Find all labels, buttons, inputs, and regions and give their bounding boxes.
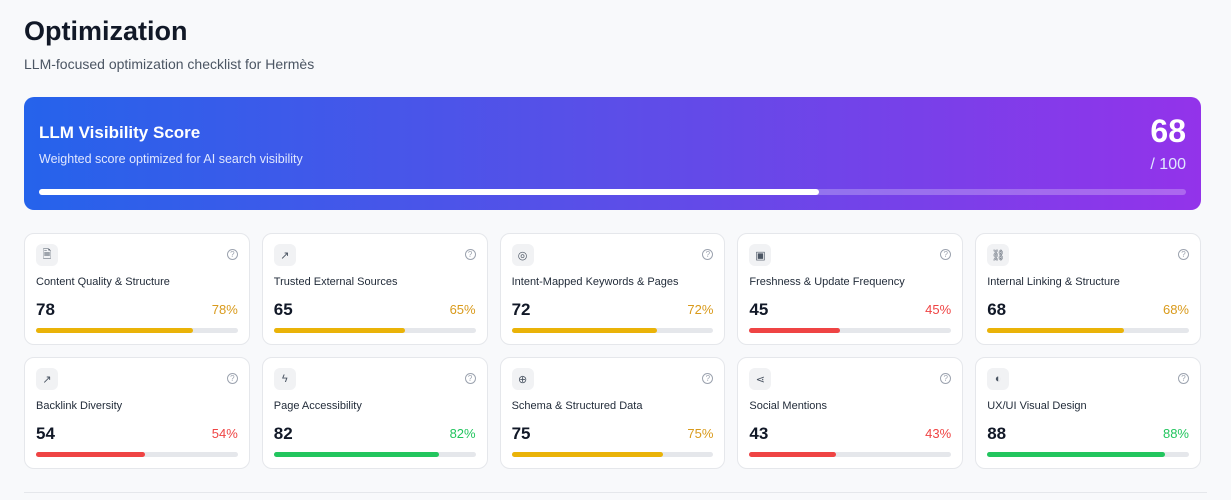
help-icon[interactable]: ? bbox=[464, 249, 476, 260]
metric-card[interactable]: ↗ ? Trusted External Sources 65 65% bbox=[261, 233, 488, 345]
metric-progress-fill bbox=[987, 452, 1165, 457]
metric-cards-grid: 🗎 ? Content Quality & Structure 78 78% ↗… bbox=[24, 233, 1201, 469]
metric-card[interactable]: ◎ ? Intent-Mapped Keywords & Pages 72 72… bbox=[499, 233, 726, 345]
metric-progress-bar bbox=[749, 452, 952, 457]
globe-icon: ⊕ bbox=[511, 368, 534, 390]
metric-progress-bar bbox=[36, 452, 238, 457]
metric-card[interactable]: ▣ ? Freshness & Update Frequency 45 45% bbox=[737, 233, 964, 345]
metric-progress-bar bbox=[987, 328, 1189, 333]
llm-visibility-score-banner: LLM Visibility Score Weighted score opti… bbox=[24, 97, 1201, 210]
metric-score: 82 bbox=[273, 424, 293, 443]
trending-up-icon: ↗ bbox=[36, 368, 58, 390]
metric-progress-fill bbox=[273, 328, 405, 333]
metric-card[interactable]: ⋖ ? Social Mentions 43 43% bbox=[737, 357, 964, 469]
metric-score: 75 bbox=[511, 424, 531, 443]
metric-score: 72 bbox=[511, 300, 531, 319]
metric-label: Content Quality & Structure bbox=[36, 276, 170, 288]
metric-progress-fill bbox=[749, 328, 841, 333]
help-icon[interactable]: ? bbox=[940, 249, 952, 260]
metric-progress-fill bbox=[511, 328, 657, 333]
help-icon[interactable]: ? bbox=[940, 373, 952, 384]
score-max: / 100 bbox=[1150, 156, 1186, 173]
metric-progress-fill bbox=[36, 452, 145, 457]
metric-percent: 88% bbox=[1162, 426, 1189, 441]
metric-label: Freshness & Update Frequency bbox=[749, 276, 905, 288]
link-icon: ⛓ bbox=[987, 244, 1010, 266]
metric-progress-fill bbox=[987, 328, 1125, 333]
metric-label: Social Mentions bbox=[749, 400, 828, 412]
metric-card[interactable]: ↗ ? Backlink Diversity 54 54% bbox=[24, 357, 250, 469]
metric-progress-bar bbox=[987, 452, 1189, 457]
metric-score: 88 bbox=[987, 424, 1007, 443]
help-icon[interactable]: ? bbox=[702, 249, 714, 260]
metric-label: Internal Linking & Structure bbox=[987, 276, 1120, 288]
metric-percent: 78% bbox=[211, 302, 238, 317]
metric-label: Backlink Diversity bbox=[36, 400, 123, 412]
banner-subtitle: Weighted score optimized for AI search v… bbox=[39, 152, 303, 166]
metric-card[interactable]: ϟ ? Page Accessibility 82 82% bbox=[261, 357, 488, 469]
help-icon[interactable]: ? bbox=[1178, 249, 1189, 260]
metric-progress-fill bbox=[36, 328, 194, 333]
metric-label: Page Accessibility bbox=[273, 400, 362, 412]
metric-percent: 54% bbox=[211, 426, 238, 441]
metric-score: 78 bbox=[36, 300, 55, 319]
metric-label: UX/UI Visual Design bbox=[987, 400, 1087, 412]
metric-percent: 75% bbox=[687, 426, 714, 441]
metric-score: 68 bbox=[987, 300, 1007, 319]
metric-progress-bar bbox=[511, 452, 714, 457]
zap-icon: ϟ bbox=[273, 368, 296, 390]
metric-score: 54 bbox=[36, 424, 55, 443]
divider bbox=[24, 492, 1207, 493]
help-icon[interactable]: ? bbox=[226, 373, 238, 384]
metric-score: 45 bbox=[749, 300, 769, 319]
palette-icon: ◐ bbox=[987, 368, 1010, 390]
help-icon[interactable]: ? bbox=[702, 373, 714, 384]
page-title: Optimization bbox=[24, 16, 188, 46]
metric-card[interactable]: ⊕ ? Schema & Structured Data 75 75% bbox=[499, 357, 726, 469]
metric-progress-bar bbox=[273, 452, 476, 457]
metric-card[interactable]: 🗎 ? Content Quality & Structure 78 78% bbox=[24, 233, 250, 345]
metric-label: Intent-Mapped Keywords & Pages bbox=[511, 276, 679, 288]
score-progress-fill bbox=[39, 189, 819, 195]
metric-score: 65 bbox=[273, 300, 293, 319]
metric-percent: 82% bbox=[449, 426, 476, 441]
metric-percent: 72% bbox=[687, 302, 714, 317]
metric-card[interactable]: ⛓ ? Internal Linking & Structure 68 68% bbox=[975, 233, 1201, 345]
metric-progress-bar bbox=[273, 328, 476, 333]
metric-score: 43 bbox=[749, 424, 769, 443]
external-link-icon: ↗ bbox=[273, 244, 296, 266]
metric-percent: 68% bbox=[1162, 302, 1189, 317]
file-text-icon: 🗎 bbox=[36, 244, 58, 266]
metric-progress-bar bbox=[749, 328, 952, 333]
score-progress-bar bbox=[39, 189, 1186, 195]
metric-label: Schema & Structured Data bbox=[511, 400, 643, 412]
metric-card[interactable]: ◐ ? UX/UI Visual Design 88 88% bbox=[975, 357, 1201, 469]
metric-label: Trusted External Sources bbox=[273, 276, 398, 288]
metric-percent: 43% bbox=[925, 426, 952, 441]
metric-progress-fill bbox=[749, 452, 837, 457]
metric-progress-fill bbox=[273, 452, 440, 457]
help-icon[interactable]: ? bbox=[464, 373, 476, 384]
calendar-icon: ▣ bbox=[749, 244, 772, 266]
metric-percent: 65% bbox=[449, 302, 476, 317]
metric-progress-bar bbox=[511, 328, 714, 333]
metric-percent: 45% bbox=[925, 302, 952, 317]
visibility-score: 68 bbox=[1150, 113, 1186, 149]
help-icon[interactable]: ? bbox=[226, 249, 238, 260]
target-icon: ◎ bbox=[511, 244, 534, 266]
page-subtitle: LLM-focused optimization checklist for H… bbox=[24, 56, 315, 72]
metric-progress-fill bbox=[511, 452, 663, 457]
help-icon[interactable]: ? bbox=[1178, 373, 1189, 384]
share-icon: ⋖ bbox=[749, 368, 772, 390]
metric-progress-bar bbox=[36, 328, 238, 333]
banner-title: LLM Visibility Score bbox=[39, 123, 201, 142]
